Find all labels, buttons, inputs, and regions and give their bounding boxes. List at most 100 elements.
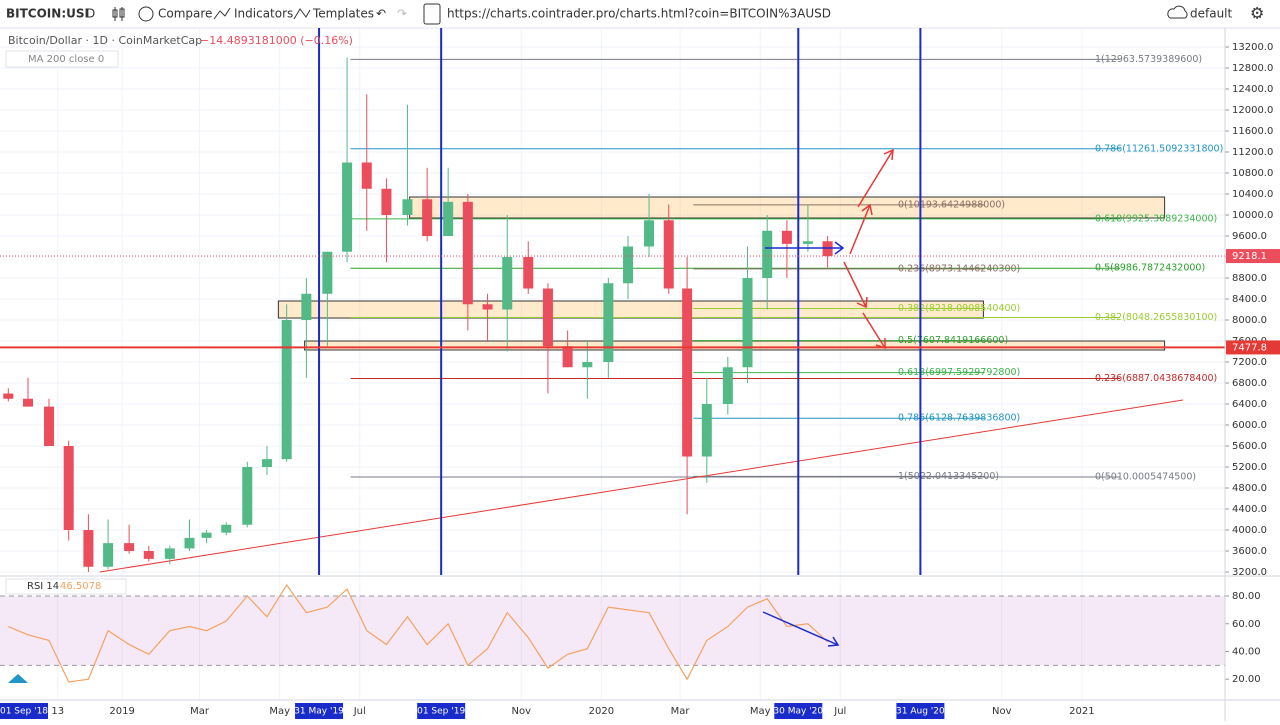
cloud-icon[interactable] <box>1167 5 1188 19</box>
rsi-band <box>0 596 1225 666</box>
candle-body <box>322 251 333 294</box>
x-tick-label: May <box>269 706 290 717</box>
candle-body <box>562 346 573 368</box>
time-marker-label: 01 Sep '19 <box>417 707 465 717</box>
y-tick-label: 12000.0 <box>1232 105 1273 116</box>
last-price-box <box>1226 249 1280 264</box>
cursor-time-label: 01 Sep '18 <box>0 707 48 717</box>
candle-body <box>422 199 433 237</box>
y-tick-label: 6000.0 <box>1232 420 1267 431</box>
candle-body <box>582 362 593 368</box>
candle-body <box>201 532 212 538</box>
ma-legend[interactable]: MA 200 close 0 <box>28 54 104 65</box>
candle-body <box>342 162 353 252</box>
redo[interactable]: ↷ <box>397 7 407 21</box>
candle-body <box>781 230 792 244</box>
price-line-label: 7477.8 <box>1232 342 1267 353</box>
candle-body <box>722 367 733 405</box>
fib-label: 0.786(11261.5092331800) <box>1095 143 1223 154</box>
y-tick-label: 8800.0 <box>1232 273 1267 284</box>
candle-body <box>63 446 74 531</box>
annotation-arrows <box>762 148 894 647</box>
rsi-legend-box[interactable] <box>5 578 127 595</box>
x-tick-label: Jul <box>833 706 846 717</box>
candle-body <box>301 293 312 321</box>
y-tick-label: 8000.0 <box>1232 315 1267 326</box>
x-tick-label: 13 <box>51 706 64 717</box>
time-marker-label: 31 Aug '20 <box>896 707 945 717</box>
x-tick-label: 2019 <box>109 706 134 717</box>
candle-body <box>103 543 114 567</box>
y-tick-label: 13200.0 <box>1232 42 1273 53</box>
ma-legend-box[interactable] <box>5 50 119 68</box>
zone <box>277 300 984 319</box>
time-marker-box <box>417 703 466 719</box>
candle-body <box>3 393 14 399</box>
x-tick-label: Nov <box>992 706 1012 717</box>
indicators-icon[interactable] <box>213 7 231 20</box>
rsi-value: 46.5078 <box>60 581 101 592</box>
templates-button[interactable]: Templates <box>312 7 374 21</box>
layout-name[interactable]: default <box>1190 7 1233 21</box>
candle-body <box>644 220 655 247</box>
y-tick-label: 4800.0 <box>1232 483 1267 494</box>
fib-label: 1(5022.0413345200) <box>898 471 999 482</box>
candle-icon[interactable] <box>112 7 125 21</box>
legend-title: Bitcoin/Dollar · 1D · CoinMarketCap <box>8 34 202 47</box>
legend-change: −14.4893181000 (−0.16%) <box>200 34 353 47</box>
candle-body <box>402 199 413 216</box>
candle-body <box>361 162 372 189</box>
candle-body <box>663 220 674 289</box>
y-tick-label: 10000.0 <box>1232 210 1273 221</box>
fib-label: 0.5(8986.7872432000) <box>1095 263 1205 274</box>
candle-body <box>261 459 272 468</box>
y-tick-label: 10800.0 <box>1232 168 1273 179</box>
indicators-button[interactable]: Indicators <box>234 7 293 21</box>
candle-body <box>281 320 292 460</box>
url: https://charts.cointrader.pro/charts.htm… <box>447 7 831 21</box>
y-tick-label: 6800.0 <box>1232 378 1267 389</box>
fib-label: 0.618(6997.5929792800) <box>898 367 1020 378</box>
compare-button[interactable]: Compare <box>158 7 212 21</box>
y-tick-label: 8400.0 <box>1232 294 1267 305</box>
candle-body <box>164 548 175 559</box>
x-tick-label: 2020 <box>589 706 614 717</box>
candle-body <box>443 201 454 237</box>
y-tick-label: 6400.0 <box>1232 399 1267 410</box>
interval[interactable]: D <box>86 7 95 21</box>
time-marker-box <box>896 703 945 719</box>
time-marker-box <box>295 703 344 719</box>
y-tick-label: 3200.0 <box>1232 567 1267 578</box>
trend-line <box>99 399 1184 573</box>
templates-icon[interactable] <box>293 8 311 20</box>
time-marker-box <box>774 703 823 719</box>
candle-body <box>221 524 232 533</box>
toolbar <box>0 0 1280 28</box>
symbol[interactable]: BITCOIN:USI <box>6 7 89 21</box>
zone <box>409 196 1166 219</box>
candle-body <box>701 404 712 457</box>
x-tick-label: Jul <box>353 706 366 717</box>
fib-label: 0.5(7607.8419166600) <box>898 335 1008 346</box>
y-tick-label: 20.00 <box>1232 674 1261 685</box>
settings-icon[interactable]: ⚙ <box>1250 4 1264 23</box>
candle-body <box>381 188 392 216</box>
y-tick-label: 10400.0 <box>1232 189 1273 200</box>
compare-icon[interactable] <box>138 6 154 22</box>
candle-body <box>802 241 813 244</box>
fib-label: 0.382(8218.0908540400) <box>898 303 1020 314</box>
fib-label: 0.236(8973.1446240300) <box>898 263 1020 274</box>
y-tick-label: 40.00 <box>1232 646 1261 657</box>
y-tick-label: 80.00 <box>1232 591 1261 602</box>
y-tick-label: 9600.0 <box>1232 231 1267 242</box>
y-tick-label: 3600.0 <box>1232 546 1267 557</box>
candle-body <box>143 551 154 559</box>
y-tick-label: 5600.0 <box>1232 441 1267 452</box>
fib-label: 0.618(9925.3089234000) <box>1095 213 1217 224</box>
x-tick-label: Nov <box>511 706 531 717</box>
y-tick-label: 12800.0 <box>1232 63 1273 74</box>
price-line-box <box>1226 340 1280 355</box>
y-tick-label: 7200.0 <box>1232 357 1267 368</box>
undo[interactable]: ↶ <box>376 7 386 21</box>
candle-body <box>682 288 693 457</box>
